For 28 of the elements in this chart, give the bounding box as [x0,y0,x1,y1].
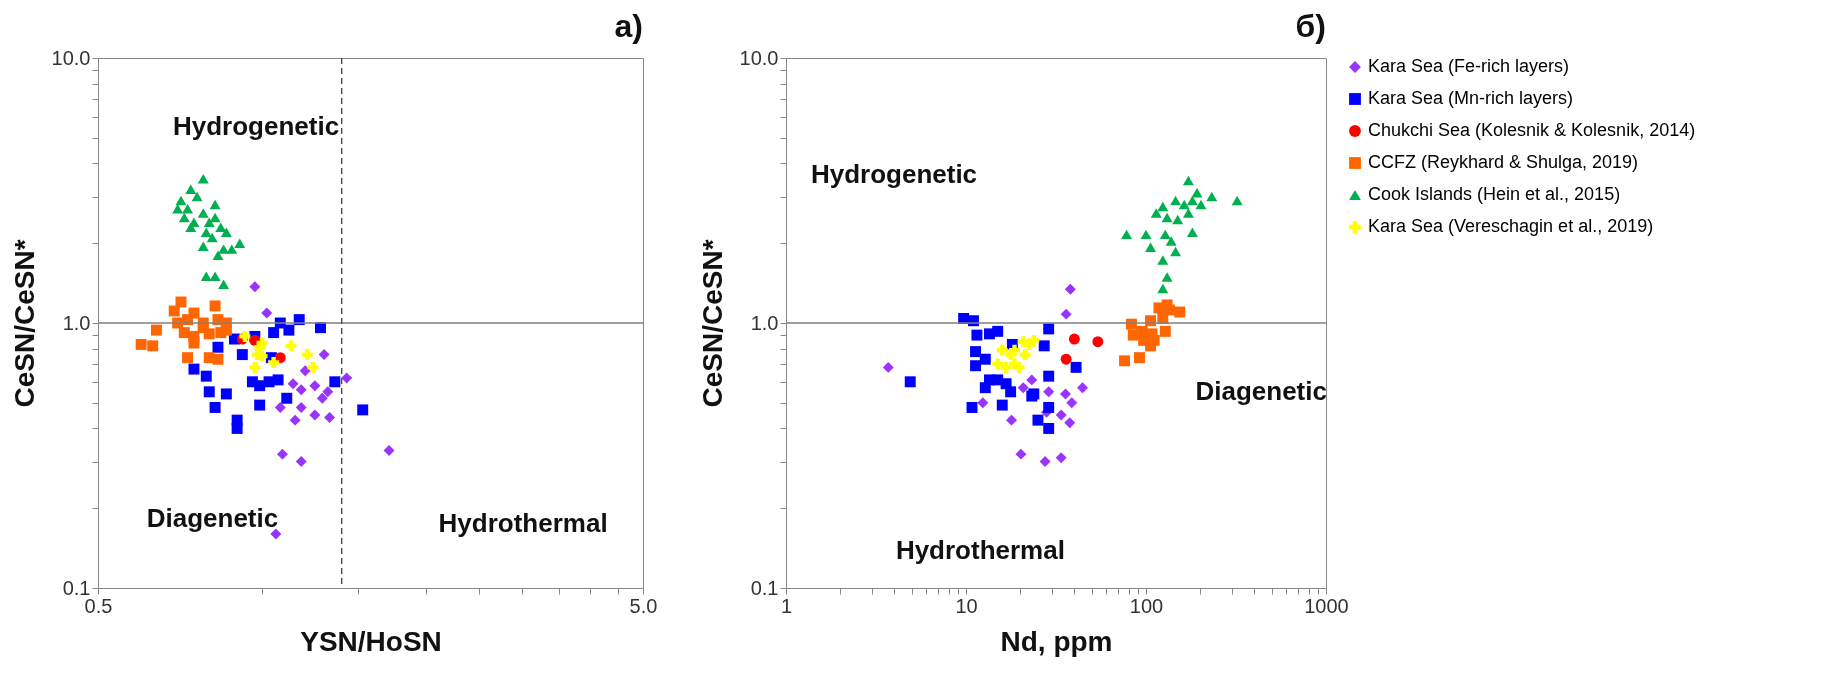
x-tick-label: 10 [955,594,978,617]
annotation: Hydrothermal [438,508,608,539]
y-axis-title: CeSN/CeSN* [8,239,40,408]
y-tick-label: 1.0 [750,311,779,334]
y-tick-label: 10.0 [51,46,91,69]
annotation: Diagenetic [1195,375,1327,406]
x-tick-label: 1000 [1304,594,1349,617]
legend-label: Kara Sea (Vereschagin et al., 2019) [1368,216,1654,236]
annotation: Hydrothermal [895,534,1065,565]
x-tick-label: 1 [780,594,793,617]
x-tick-label: 5.0 [629,594,658,617]
x-axis-title: YSN/HoSN [300,625,442,657]
annotation: Diagenetic [146,503,279,534]
legend-label: Cook Islands (Hein et al., 2015) [1368,184,1621,204]
annotation: Hydrogenetic [810,158,978,189]
legend-label: Kara Sea (Fe-rich layers) [1368,56,1570,76]
y-axis-title: CeSN/CeSN* [696,239,728,408]
y-tick-label: 1.0 [62,311,91,334]
x-axis-title: Nd, ppm [1000,625,1113,657]
chart-title: a) [614,8,643,44]
x-tick-label: 100 [1129,594,1164,617]
legend-label: CCFZ (Reykhard & Shulga, 2019) [1368,152,1639,172]
annotation: Hydrogenetic [172,110,340,141]
legend-label: Chukchi Sea (Kolesnik & Kolesnik, 2014) [1368,120,1696,140]
y-tick-label: 10.0 [739,46,779,69]
legend-label: Kara Sea (Mn-rich layers) [1368,88,1574,108]
y-tick-label: 0.1 [750,576,779,599]
chart-title: б) [1295,8,1326,44]
